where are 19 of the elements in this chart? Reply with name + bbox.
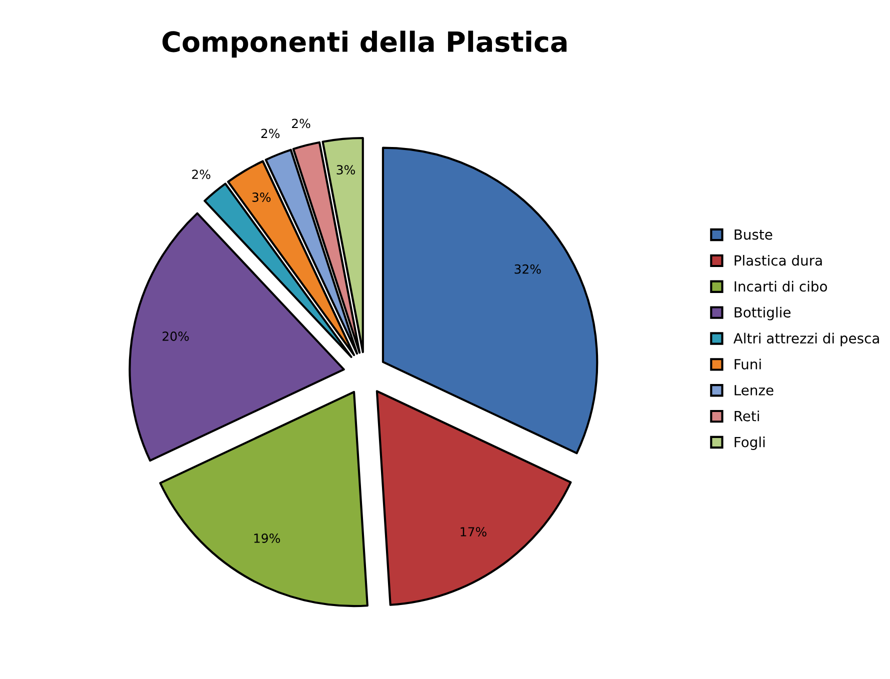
legend-label: Reti bbox=[734, 410, 759, 422]
data-label: 3% bbox=[336, 165, 355, 175]
legend-label: Altri attrezzi di pesca bbox=[733, 332, 879, 346]
data-label: 2% bbox=[292, 118, 310, 128]
legend-label: Funi bbox=[734, 358, 761, 370]
data-label: 20% bbox=[162, 332, 189, 341]
legend-label: Lenze bbox=[734, 385, 774, 396]
chart-title: Componenti della Plastica bbox=[162, 30, 567, 58]
legend-label: Bottiglie bbox=[734, 306, 790, 320]
legend-label: Buste bbox=[734, 229, 772, 240]
data-label: 19% bbox=[254, 534, 280, 543]
legend-label: Fogli bbox=[734, 436, 765, 450]
data-label: 32% bbox=[514, 264, 541, 274]
data-label: 17% bbox=[460, 527, 486, 536]
legend-label: Incarti di cibo bbox=[734, 280, 827, 292]
data-label: 2% bbox=[261, 128, 280, 138]
data-label: 2% bbox=[192, 170, 210, 180]
data-label: 3% bbox=[252, 192, 271, 202]
legend-label: Plastica dura bbox=[734, 254, 822, 266]
